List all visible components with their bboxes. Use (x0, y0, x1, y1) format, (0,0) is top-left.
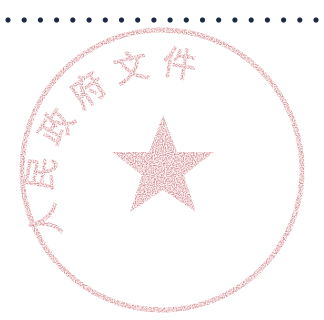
leader-dot (70, 17, 76, 23)
leader-dot (248, 17, 254, 23)
star-icon (112, 115, 214, 212)
leader-dot (313, 17, 319, 23)
leader-dot (167, 17, 173, 23)
leader-dot (21, 17, 27, 23)
leader-dot (37, 17, 44, 23)
seal-ring (19, 27, 305, 313)
leader-dot (5, 17, 11, 23)
leader-dot (151, 17, 157, 23)
leader-dot (199, 17, 206, 23)
leader-dot (297, 17, 303, 23)
leader-dot (102, 17, 108, 23)
leader-dot (118, 17, 125, 23)
leader-dot (86, 17, 92, 23)
leader-dot (135, 17, 141, 23)
leader-dot (183, 17, 189, 23)
dot-leader-line (5, 17, 319, 23)
leader-dot (54, 17, 60, 23)
leader-dot (264, 17, 270, 23)
seal-text: 人民政府文件 (20, 43, 209, 242)
leader-dot (232, 17, 238, 23)
leader-dot (216, 17, 222, 23)
leader-dot (281, 17, 287, 23)
